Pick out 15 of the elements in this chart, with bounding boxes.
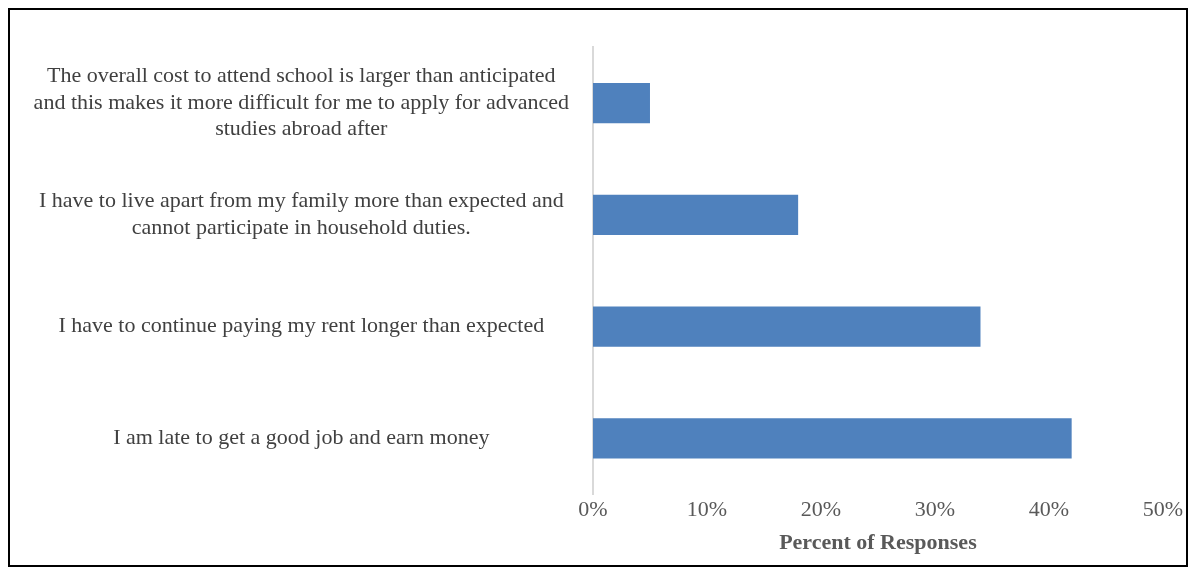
y-tick-label: I have to live apart from my family more than expected and cannot participate in household duties.	[38, 187, 564, 239]
y-tick-label: I am late to get a good job and earn money	[113, 424, 490, 450]
x-tick-label: 0%	[578, 496, 608, 522]
x-tick-label: 10%	[686, 496, 728, 522]
bar	[593, 418, 1072, 459]
x-tick-label: 50%	[1142, 496, 1183, 522]
bar	[593, 194, 799, 235]
bar	[593, 306, 981, 347]
y-tick-label: The overall cost to attend school is larger than anticipated and this makes it more difficult for me to apply for advanced studies abroad after	[33, 62, 570, 141]
bar	[593, 82, 650, 124]
x-tick-label: 20%	[800, 496, 842, 522]
x-axis-title: Percent of Responses	[779, 529, 978, 555]
x-tick-label: 30%	[914, 496, 956, 522]
y-tick-label: I have to continue paying my rent longer than expected	[58, 312, 545, 338]
x-tick-label: 40%	[1028, 496, 1070, 522]
